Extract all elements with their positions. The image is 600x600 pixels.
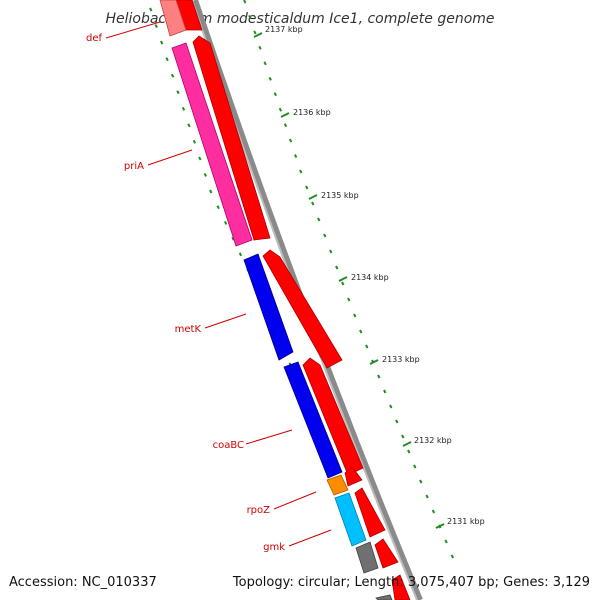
inner-strand-dot [192, 139, 197, 144]
inner-strand-dot [154, 24, 158, 28]
scale-dot [243, 0, 247, 4]
gene-label-gmk[interactable]: gmk [263, 542, 285, 553]
gene-forward-2[interactable] [192, 35, 271, 241]
gene-label-priA[interactable]: priA [124, 161, 144, 172]
gene-reverse-extra[interactable] [355, 541, 379, 574]
gene-label-rpoZ[interactable]: rpoZ [247, 505, 271, 516]
inner-strand-dot [203, 173, 207, 177]
scale-dot [425, 494, 429, 499]
inner-strand-dot [170, 73, 175, 78]
scale-dot [323, 233, 327, 238]
scale-dot [377, 374, 381, 379]
scale-dot [305, 185, 309, 190]
scale-dot [419, 479, 423, 484]
gene-coaBC[interactable] [283, 361, 343, 479]
scale-dot [299, 169, 303, 174]
gene-gmk[interactable] [334, 492, 367, 547]
scale-dot [359, 329, 363, 334]
scale-dot [413, 464, 417, 469]
scale-dot [253, 30, 257, 35]
tick-label-2131: 2131 kbp [447, 517, 485, 526]
tick-label-2133: 2133 kbp [382, 355, 420, 364]
scale-ticks [253, 32, 445, 529]
inner-strand-dot [198, 156, 202, 161]
gene-forward-7[interactable] [374, 538, 399, 569]
gene-forward-4[interactable] [302, 357, 364, 476]
gene-label-coaBC[interactable]: coaBC [213, 440, 244, 451]
scale-dot [273, 92, 277, 97]
inner-strand-dot [181, 106, 186, 111]
gene-labels: def priA metK coaBC rpoZ gmk [86, 33, 285, 553]
gene-def[interactable] [159, 0, 187, 37]
scale-dot [317, 217, 321, 222]
tick-label-2137: 2137 kbp [265, 25, 303, 34]
inner-strand-dot [160, 40, 164, 45]
gene-forward-5[interactable] [344, 466, 363, 487]
gene-label-metK[interactable]: metK [175, 324, 202, 335]
gene-reverse-bottom[interactable] [375, 594, 393, 600]
tick-label-2132: 2132 kbp [414, 436, 452, 445]
scale-dot [341, 281, 345, 286]
tick-label-2135: 2135 kbp [321, 191, 359, 200]
gene-forward-3[interactable] [262, 249, 343, 369]
scale-dot [395, 419, 399, 424]
inner-strand-dot [209, 189, 213, 194]
scale-dot [268, 76, 272, 81]
scale-dot [407, 449, 411, 454]
scale-dot [450, 554, 455, 559]
scale-dot [389, 404, 393, 409]
gene-label-leaders [105, 21, 332, 547]
inner-strand-dot [238, 252, 243, 257]
genome-backbone [192, 0, 423, 600]
scale-dot [329, 249, 333, 254]
scale-dot [294, 154, 298, 158]
inner-strand-dot [176, 90, 180, 95]
gene-label-def[interactable]: def [86, 33, 103, 44]
scale-dot [383, 389, 387, 394]
scale-dot [335, 265, 339, 270]
scale-dot [431, 509, 436, 514]
scale-dot [283, 123, 288, 128]
inner-strand-dot [165, 57, 169, 62]
gene-forward-8[interactable] [391, 574, 411, 600]
inner-strand-dot [216, 205, 220, 210]
tick-label-2136: 2136 kbp [293, 108, 331, 117]
scale-dot [353, 313, 357, 318]
gene-rpoZ[interactable] [326, 474, 349, 496]
inner-strand-dot [223, 220, 228, 225]
scale-dot [444, 539, 448, 544]
gene-forward-6[interactable] [354, 487, 386, 538]
gene-features [159, 0, 411, 600]
gene-priA[interactable] [171, 42, 253, 247]
scale-dot [288, 138, 293, 143]
accession-text: Accession: NC_010337 [9, 575, 157, 590]
genome-summary-text: Topology: circular; Length: 3,075,407 bp… [232, 575, 590, 590]
scale-dot [248, 15, 252, 19]
inner-strand-dot [187, 123, 191, 128]
scale-dot [401, 434, 405, 439]
scale-dot [278, 107, 283, 112]
scale-dot [263, 61, 267, 66]
scale-dot [258, 45, 262, 50]
inner-strand-dot [149, 7, 153, 12]
scale-dot [347, 297, 351, 302]
scale-tick-labels: 2137 kbp 2136 kbp 2135 kbp 2134 kbp 2133… [265, 25, 485, 526]
outer-scale-dots [243, 0, 455, 559]
tick-label-2134: 2134 kbp [351, 273, 389, 282]
scale-dot [311, 201, 315, 206]
gene-metK[interactable] [243, 253, 294, 361]
scale-dot [365, 344, 369, 349]
